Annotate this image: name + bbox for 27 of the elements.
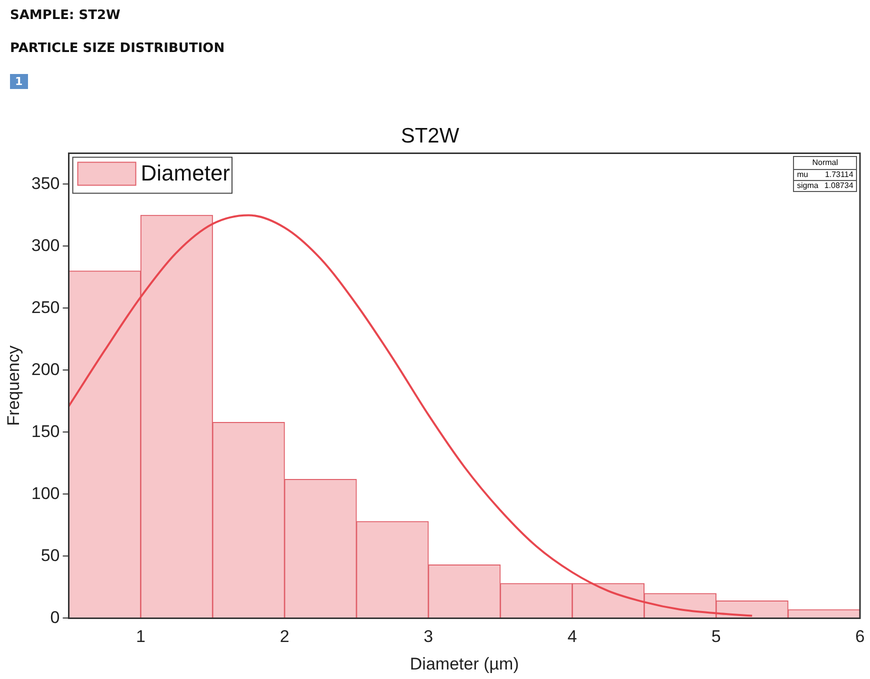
text: PARTICLE SIZE DISTRIBUTION (10, 41, 225, 56)
line-series (68, 214, 754, 617)
x-tick-label: 5 (711, 627, 721, 646)
y-tick-label: 0 (50, 608, 60, 627)
text: 1 (10, 74, 28, 89)
x-tick-label: 4 (568, 627, 578, 646)
chart-title: ST2W (400, 124, 460, 148)
y-tick-label: 350 (31, 174, 60, 193)
annotation: Normal (794, 156, 857, 170)
y-tick-label: 200 (31, 360, 60, 379)
x-tick-label: 3 (424, 627, 434, 646)
annotation: sigma (794, 180, 822, 192)
y-tick-label: 300 (31, 236, 60, 255)
x-tick-label: 2 (280, 627, 290, 646)
y-tick-label: 250 (31, 298, 60, 317)
y-tick-label: 50 (40, 546, 60, 565)
legend-label: Diameter (140, 160, 230, 186)
annotation: mu (794, 170, 822, 181)
x-tick-label: 6 (855, 627, 865, 646)
y-axis-title: Frequency (4, 345, 23, 426)
text: SAMPLE: ST2W (10, 8, 122, 23)
annotation: 1.08734 (821, 180, 857, 192)
y-tick-label: 150 (31, 422, 60, 441)
y-tick-label: 100 (31, 484, 60, 503)
x-tick-label: 1 (136, 627, 146, 646)
annotation: 1.73114 (821, 170, 857, 181)
x-axis-title: Diameter (µm) (410, 654, 519, 674)
